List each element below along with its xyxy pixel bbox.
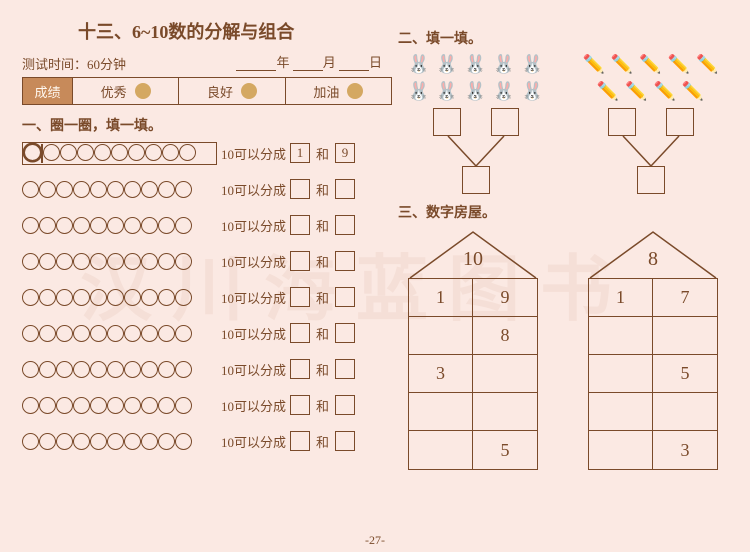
score-opt-good: 良好 <box>179 78 285 104</box>
rabbit-icon: 🐰 <box>521 54 543 75</box>
pencil-icon: ✏️ <box>639 54 661 75</box>
score-row: 成绩 优秀 良好 加油 <box>22 77 392 105</box>
rabbit-icon: 🐰 <box>464 54 486 75</box>
pencil-icon: ✏️ <box>682 81 704 102</box>
pencil-icon: ✏️ <box>668 54 690 75</box>
section3-title: 三、数字房屋。 <box>398 202 728 222</box>
number-house: 81753 <box>588 230 718 470</box>
number-house: 1019835 <box>408 230 538 470</box>
fill-block-pencils: ✏️ ✏️ ✏️ ✏️ ✏️ ✏️ ✏️ ✏️ ✏️ <box>573 54 728 198</box>
score-opt-tryhard: 加油 <box>286 78 391 104</box>
circle-row: 10可以分成1和9 <box>22 141 392 165</box>
circle-row: 10可以分成和 <box>22 429 392 453</box>
page-title: 十三、6~10数的分解与组合 <box>22 18 392 44</box>
circle-row: 10可以分成和 <box>22 177 392 201</box>
section1-title: 一、圈一圈，填一填。 <box>22 115 392 135</box>
date-line: 年 月 日 <box>236 52 392 71</box>
rabbit-icon: 🐰 <box>407 54 429 75</box>
score-label: 成绩 <box>23 78 73 104</box>
rabbit-icon: 🐰 <box>407 81 429 102</box>
rabbit-icon: 🐰 <box>436 54 458 75</box>
pencil-icon: ✏️ <box>597 81 619 102</box>
circle-row: 10可以分成和 <box>22 213 392 237</box>
circle-row: 10可以分成和 <box>22 249 392 273</box>
test-time: 测试时间：60分钟 <box>22 54 126 73</box>
circle-row: 10可以分成和 <box>22 285 392 309</box>
pencil-icon: ✏️ <box>611 54 633 75</box>
circle-row: 10可以分成和 <box>22 357 392 381</box>
pencil-icon: ✏️ <box>696 54 718 75</box>
circle-row: 10可以分成和 <box>22 321 392 345</box>
pencil-icon: ✏️ <box>654 81 676 102</box>
pencil-icon: ✏️ <box>582 54 604 75</box>
circle-row: 10可以分成和 <box>22 393 392 417</box>
rabbit-icon: 🐰 <box>464 81 486 102</box>
rabbit-icon: 🐰 <box>493 81 515 102</box>
pencil-icon: ✏️ <box>625 81 647 102</box>
page-number: -27- <box>0 533 750 548</box>
fill-block-rabbits: 🐰 🐰 🐰 🐰 🐰 🐰 🐰 🐰 🐰 🐰 <box>398 54 553 198</box>
rabbit-icon: 🐰 <box>521 81 543 102</box>
rabbit-icon: 🐰 <box>436 81 458 102</box>
rabbit-icon: 🐰 <box>493 54 515 75</box>
score-opt-excellent: 优秀 <box>73 78 179 104</box>
section2-title: 二、填一填。 <box>398 28 728 48</box>
